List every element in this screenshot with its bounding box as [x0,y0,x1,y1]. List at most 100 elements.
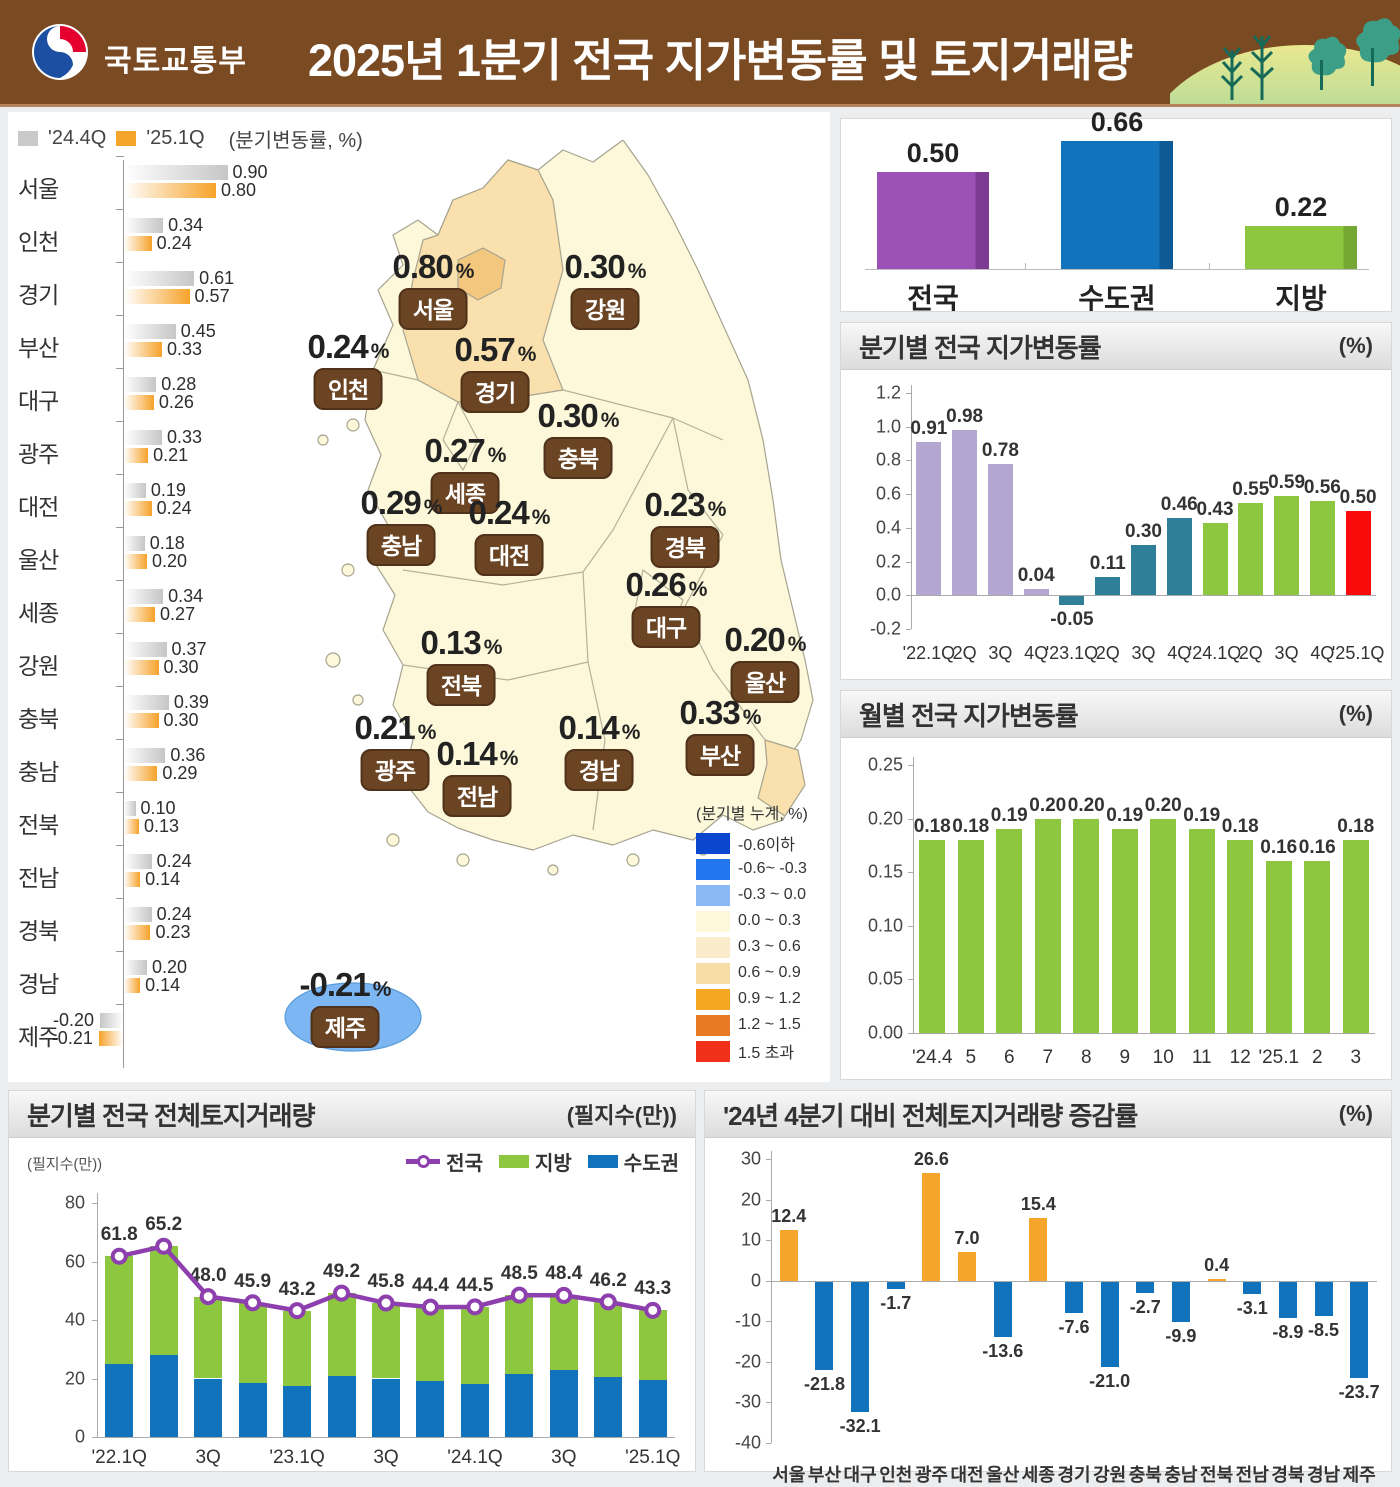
bar-value: -7.6 [1058,1316,1090,1337]
bar-value: 0.26 [158,392,194,412]
bar-value: -1.7 [880,1292,912,1313]
bar-jibang [283,1310,312,1386]
legend-label: 지방 [534,1153,572,1175]
bar-'25.1Q [124,607,156,622]
x-baseline [771,1280,1377,1282]
region-row-대전: 대전 0.19 0.24 [18,474,268,527]
y-tick [92,1320,97,1321]
map-region-busan [757,739,806,817]
volume-legend: 전국 지방 수도권 [406,1147,679,1176]
axis-tick [116,845,124,846]
x-label: '22.1Q [902,643,956,663]
line-value: 48.5 [500,1263,538,1285]
region-label: 대전 [18,494,59,520]
x-label: 충북 [1128,1465,1162,1485]
bar-'25.1Q [124,448,149,463]
y-tick [92,1378,97,1380]
map-label-충북: 0.30% 충북 [538,397,619,479]
hill-trees-decoration [1170,0,1400,104]
region-row-인천: 인천 0.34 0.24 [18,209,268,262]
bar-'24.4Q [124,801,136,816]
bar-value: 0.80 [221,180,257,200]
monthly-title: 월별 전국 지가변동률 [859,700,1079,731]
map-legend-row: 0.0 ~ 0.3 [696,908,824,934]
bar-'24.1Q [1202,522,1228,596]
map-value: 0.30% [537,397,620,434]
region-label: 서울 [18,176,59,202]
x-label: 3Q [551,1447,577,1468]
page-title: 2025년 1분기 전국 지가변동률 및 토지거래량 [307,35,1133,86]
map-legend-row: -0.3 ~ 0.0 [696,882,824,908]
bar-value: 0.19 [150,480,186,500]
region-label: 부산 [18,335,59,361]
map-badge: 경기 [460,371,530,413]
x-label: 2Q [1095,643,1120,663]
map-value: 0.23% [644,486,727,523]
bar-'25.1Q [124,395,154,410]
bar-value: 0.39 [173,692,209,712]
line-marker-dot-icon [417,1155,431,1168]
bar-5 [957,840,984,1033]
bar-'25.1Q [124,289,190,304]
summary-category: 지방 [1275,283,1327,314]
bar-2Q [1095,576,1121,596]
map-badge: 대전 [474,534,544,576]
bar-jibang [105,1256,134,1364]
line-value: 65.2 [145,1214,183,1236]
bar-'25.1Q [124,766,158,781]
y-tick [906,561,911,563]
region-row-경남: 경남 0.20 0.14 [18,951,268,1004]
summary-value: 0.50 [906,138,960,168]
land-price-map-panel: '24.4Q '25.1Q (분기변동률, %) 서울 0.90 0.80 인천 0.34 0… [8,112,830,1082]
map-label-울산: 0.20% 울산 [725,621,806,703]
bar-'25.1Q [124,925,151,940]
bar-'24.4Q [124,324,176,339]
bar-jibang [238,1302,267,1383]
bar-value: -13.6 [982,1340,1024,1361]
bar-3 [1342,840,1369,1033]
legend-range: 0.9 ~ 1.2 [738,990,801,1007]
y-tick [92,1261,97,1263]
volume-chart: 80 60 40 20 0 61.8 '22.1Q 65.2 48.0 3Q 45.9 43.2 '23… [9,1137,695,1471]
bar-sudogwon [283,1385,312,1437]
bar-value: 0.10 [140,798,176,818]
region-row-부산: 부산 0.45 0.33 [18,315,268,368]
bar-세종 [1029,1218,1048,1281]
map-label-경북: 0.23% 경북 [645,486,726,568]
map-badge: 전북 [426,664,496,706]
bar-value: 0.37 [171,639,207,659]
x-label: 전북 [1200,1465,1234,1485]
bar-value: 0.33 [166,427,202,447]
legend-swatch [696,910,730,932]
y-tick-label: -20 [734,1351,761,1372]
map-badge: 제주 [310,1006,380,1048]
x-label: 강원 [1093,1465,1127,1485]
percent-sign: % [487,444,507,467]
bar-'24.4Q [124,854,152,869]
y-tick [906,595,911,597]
axis-tick [116,421,124,422]
bar-'24.4Q [124,536,145,551]
legend-item-jeonguk: 전국 [406,1147,483,1176]
bar-강원 [1100,1281,1119,1367]
map-badge: 광주 [360,749,430,791]
y-tick-label: 0.10 [867,915,903,936]
x-label: '25.1Q [1331,643,1385,663]
y-tick [766,1159,771,1160]
region-label: 울산 [18,547,59,573]
y-tick-label: 40 [64,1309,85,1330]
bar-sudogwon [149,1355,178,1437]
y-tick [766,1199,771,1201]
line-value: 43.2 [278,1278,316,1300]
map-value: 0.14% [436,735,519,772]
bar-value: 0.19 [990,805,1028,827]
map-value: 0.29% [360,484,443,521]
legend-item-sudogwon: 수도권 [587,1147,679,1176]
map-label-전남: 0.14% 전남 [437,735,518,817]
bar-3Q [1131,544,1156,596]
bar-value: 0.20 [152,551,188,571]
region-label: 강원 [18,653,59,679]
bar-sudogwon [372,1378,400,1437]
diff-unit: (%) [1338,1101,1373,1126]
region-label: 세종 [18,600,59,626]
